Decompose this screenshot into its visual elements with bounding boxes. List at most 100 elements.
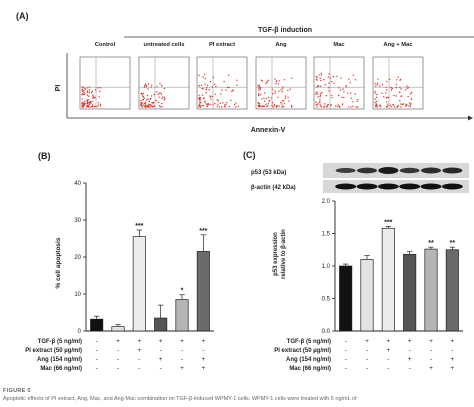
flow-events-3 (257, 77, 293, 108)
c-treatment-sign-1-2: + (386, 347, 390, 354)
c-tick-label-0: 0.0 (322, 329, 331, 335)
c-significance-2: *** (384, 219, 392, 226)
blot-band-actin-1 (356, 183, 378, 190)
flow-title-2: PI extract (209, 42, 235, 48)
b-treatment-sign-1-0: - (96, 347, 98, 354)
c-treatment-sign-1-3: - (409, 347, 411, 354)
panel-a-x-label: Annexin-V (251, 127, 286, 134)
panel-c-y-label-2: relative to β-actin (281, 229, 287, 279)
blot-band-p53-5 (442, 167, 463, 174)
b-treatment-sign-3-4: + (180, 365, 184, 372)
b-treatment-label-2: Ang (154 ng/ml) (37, 357, 82, 363)
c-treatment-sign-2-2: - (387, 356, 389, 363)
b-bar-2 (132, 236, 146, 332)
c-treatment-sign-3-2: - (387, 365, 389, 372)
b-treatment-label-1: PI extract (50 µg/ml) (25, 348, 82, 354)
c-bar-5 (445, 249, 459, 332)
c-treatment-sign-0-0: - (345, 338, 347, 345)
b-treatment-sign-2-4: - (181, 356, 183, 363)
figure-caption-label: FIGURE 5 (3, 388, 31, 394)
c-treatment-sign-2-4: - (430, 356, 432, 363)
flow-title-3: Ang (275, 42, 287, 48)
blot-label-actin: β-actin (42 kDa) (251, 185, 296, 191)
panel-a-y-label: PI (55, 85, 62, 92)
c-treatment-sign-2-3: + (408, 356, 412, 363)
c-treatment-sign-0-4: + (429, 338, 433, 345)
b-significance-2: *** (135, 223, 143, 230)
x-arrow-head (468, 115, 473, 121)
b-significance-5: *** (199, 228, 207, 235)
c-bar-3 (403, 253, 417, 332)
b-treatment-sign-0-3: + (159, 338, 163, 345)
b-treatment-sign-0-2: + (137, 338, 141, 345)
c-treatment-sign-0-1: + (365, 338, 369, 345)
c-treatment-label-3: Mac (66 ng/ml) (289, 366, 331, 372)
b-treatment-sign-2-0: - (96, 356, 98, 363)
blot-band-actin-0 (335, 183, 357, 190)
c-bar-0 (339, 265, 353, 332)
c-treatment-sign-2-1: - (366, 356, 368, 363)
blot-band-actin-2 (377, 183, 399, 190)
b-treatment-sign-1-1: - (117, 347, 119, 354)
flow-title-0: Control (95, 42, 116, 48)
c-treatment-sign-1-1: - (366, 347, 368, 354)
blot-band-p53-4 (421, 167, 441, 174)
b-treatment-sign-3-1: - (117, 365, 119, 372)
b-bar-4 (175, 299, 189, 332)
flow-events-1 (140, 83, 166, 108)
figure-caption-text: Apoptotic effects of PI extract, Ang, Ma… (3, 396, 357, 402)
blot-band-p53-2 (378, 167, 399, 174)
b-tick-label-1: 10 (74, 292, 81, 298)
b-treatment-sign-2-5: + (201, 356, 205, 363)
b-treatment-sign-0-4: + (180, 338, 184, 345)
c-treatment-sign-3-3: - (409, 365, 411, 372)
flow-events-2 (198, 73, 240, 108)
c-treatment-sign-2-0: - (345, 356, 347, 363)
panel-b-label: (B) (38, 151, 51, 161)
b-treatment-sign-2-2: - (138, 356, 140, 363)
flow-title-5: Ang + Mac (383, 42, 413, 48)
c-treatment-sign-3-5: + (450, 365, 454, 372)
blot-label-p53: p53 (53 kDa) (251, 170, 286, 176)
b-bar-5 (196, 251, 210, 332)
c-tick-label-4: 2.0 (322, 199, 331, 205)
panel-c-y-label-1: p53 expression (273, 232, 279, 276)
flow-plot-3 (255, 56, 307, 110)
c-treatment-sign-3-1: - (366, 365, 368, 372)
b-treatment-sign-1-3: - (160, 347, 162, 354)
c-treatment-sign-1-0: - (345, 347, 347, 354)
b-treatment-sign-3-5: + (201, 365, 205, 372)
b-treatment-sign-2-1: - (117, 356, 119, 363)
b-treatment-sign-1-5: - (202, 347, 204, 354)
b-treatment-label-0: TGF-β (5 ng/ml) (38, 339, 82, 345)
b-treatment-sign-1-2: + (137, 347, 141, 354)
blot-band-actin-4 (420, 183, 442, 190)
induction-label: TGF-β induction (258, 27, 312, 34)
c-treatment-sign-3-4: + (429, 365, 433, 372)
b-bar-0 (90, 318, 104, 332)
flow-plot-2 (196, 56, 248, 110)
b-tick-label-4: 40 (74, 181, 81, 187)
c-treatment-sign-2-5: + (450, 356, 454, 363)
c-treatment-sign-3-0: - (345, 365, 347, 372)
blot-band-p53-0 (335, 167, 356, 174)
b-treatment-sign-0-5: + (201, 338, 205, 345)
c-treatment-sign-1-5: - (451, 347, 453, 354)
flow-plot-1 (138, 56, 190, 110)
c-bar-2 (381, 227, 395, 332)
blot-band-p53-3 (399, 167, 420, 174)
b-bar-3 (154, 317, 168, 332)
b-treatment-sign-0-1: + (116, 338, 120, 345)
panel-c-label: (C) (243, 150, 256, 160)
b-tick-label-0: 0 (78, 329, 82, 335)
blot-band-p53-1 (357, 167, 377, 174)
b-tick-label-2: 20 (74, 255, 81, 261)
flow-plot-4 (313, 56, 365, 110)
c-tick-label-2: 1.0 (322, 264, 331, 270)
b-treatment-label-3: Mac (66 ng/ml) (40, 366, 82, 372)
c-significance-5: ** (450, 240, 456, 247)
b-treatment-sign-1-4: - (181, 347, 183, 354)
c-treatment-sign-0-5: + (450, 338, 454, 345)
flow-events-5 (374, 76, 413, 108)
